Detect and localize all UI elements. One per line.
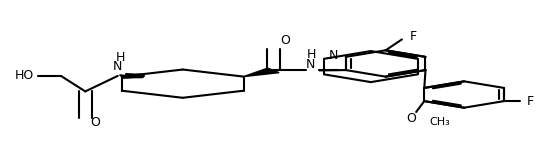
Text: H: H (307, 48, 316, 61)
Polygon shape (244, 68, 279, 77)
Text: N: N (306, 58, 315, 71)
Text: HO: HO (15, 69, 34, 82)
Text: N: N (329, 49, 338, 62)
Text: CH₃: CH₃ (430, 117, 450, 127)
Text: F: F (410, 30, 417, 43)
Text: F: F (527, 95, 534, 108)
Text: O: O (406, 112, 416, 125)
Text: O: O (280, 34, 290, 47)
Text: N: N (113, 60, 122, 73)
Polygon shape (126, 74, 145, 78)
Text: O: O (91, 116, 101, 129)
Text: H: H (116, 51, 125, 64)
Polygon shape (120, 75, 128, 78)
